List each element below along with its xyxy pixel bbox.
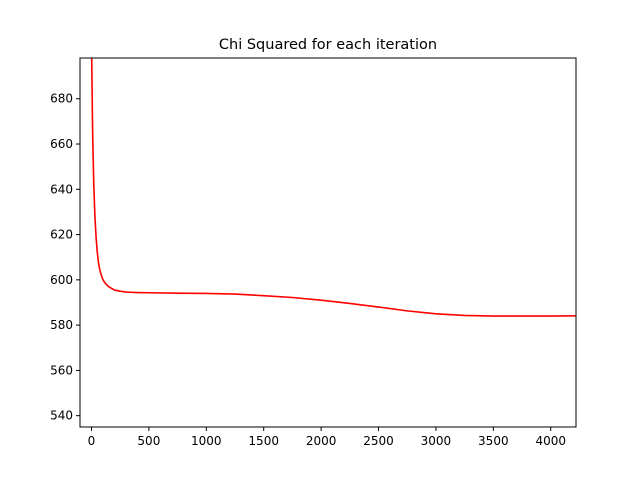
x-tick-label: 3500 [478, 434, 509, 448]
y-tick-label: 600 [50, 273, 73, 287]
y-tick-label: 620 [50, 228, 73, 242]
y-tick-label: 640 [50, 182, 73, 196]
x-axis: 0 500 1000 1500 2000 2500 3000 3500 4000 [88, 427, 566, 448]
chart-title: Chi Squared for each iteration [219, 37, 437, 53]
plot-frame [79, 57, 577, 428]
x-tick-label: 2500 [363, 434, 394, 448]
x-tick-label: 1500 [248, 434, 279, 448]
series-line [90, 58, 576, 317]
y-tick-label: 560 [50, 363, 73, 377]
series-layer [90, 58, 576, 317]
x-tick-label: 2000 [306, 434, 337, 448]
y-axis: 540 560 580 600 620 640 660 680 [50, 92, 80, 423]
y-tick-label: 660 [50, 137, 73, 151]
x-tick-label: 500 [137, 434, 160, 448]
y-tick-label: 540 [50, 409, 73, 423]
y-tick-label: 680 [50, 92, 73, 106]
x-tick-label: 3000 [421, 434, 452, 448]
x-tick-label: 4000 [535, 434, 566, 448]
x-tick-label: 1000 [191, 434, 222, 448]
x-tick-label: 0 [88, 434, 96, 448]
y-tick-label: 580 [50, 318, 73, 332]
